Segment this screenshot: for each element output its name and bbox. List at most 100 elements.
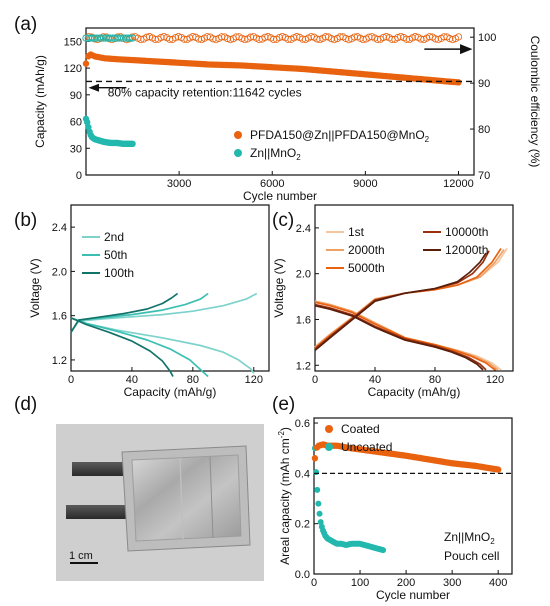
y-tick-label: 2.4 xyxy=(296,223,311,235)
curve-discharge xyxy=(314,304,484,371)
x-tick-label: 120 xyxy=(486,374,504,386)
ce-point-coated xyxy=(397,33,405,41)
legend-marker-coated xyxy=(325,425,333,433)
legend-marker-uncoated xyxy=(325,443,333,451)
x-tick-label: 400 xyxy=(489,577,507,589)
ce-point-coated xyxy=(261,33,269,41)
ce-point-coated xyxy=(157,33,165,42)
curve-discharge xyxy=(314,301,496,371)
ce-point-coated xyxy=(327,35,336,43)
annotation-line-2: Pouch cell xyxy=(444,549,499,563)
chart-c: 0 40 80 120 1.2 1.6 2.0 2.4 Capacity (mAh/g) Volt… xyxy=(272,204,514,399)
y-tick-label: 0 xyxy=(76,170,82,182)
ce-point-coated xyxy=(223,34,232,43)
pouch-cell-body xyxy=(131,454,242,542)
x-tick-label: 3000 xyxy=(167,178,191,190)
y-tick-label: 150 xyxy=(64,36,82,48)
legend-label-uncoated: Zn||MnO2 xyxy=(250,146,301,162)
x-tick-label: 80 xyxy=(429,374,441,386)
x-tick-label: 40 xyxy=(369,374,381,386)
ce-point-coated xyxy=(195,35,203,43)
ce-point-coated xyxy=(379,33,388,42)
ce-point-coated xyxy=(449,36,457,44)
capacity-point-uncoated xyxy=(83,119,91,126)
x-axis-label: Capacity (mAh/g) xyxy=(368,385,461,399)
ce-point-coated xyxy=(454,33,463,41)
ce-point-uncoated xyxy=(128,34,137,42)
y-tick-label: 90 xyxy=(70,90,82,102)
y-right-tick-label: 90 xyxy=(478,78,490,90)
capacity-point-uncoated xyxy=(129,140,136,148)
ce-point-uncoated xyxy=(126,34,134,42)
x-tick-label: 100 xyxy=(351,577,369,589)
ce-point-coated xyxy=(417,35,425,43)
x-tick-label: 9000 xyxy=(353,178,377,190)
x-tick-label: 6000 xyxy=(260,178,284,190)
legend-label: 10000th xyxy=(445,225,488,239)
panel-label-c: (c) xyxy=(272,210,294,231)
x-tick-label: 120 xyxy=(245,374,263,386)
point-uncoated xyxy=(316,510,323,517)
x-axis-label: Capacity (mAh/g) xyxy=(124,385,217,399)
y-tick-label: 1.6 xyxy=(52,311,67,323)
curve-discharge xyxy=(70,317,174,377)
x-tick-label: 12000 xyxy=(443,178,474,190)
ce-point-coated xyxy=(345,35,353,44)
x-tick-label: 0 xyxy=(311,577,317,589)
ce-point-coated xyxy=(313,35,321,43)
ce-point-coated xyxy=(431,35,439,43)
ce-point-coated xyxy=(174,33,182,41)
point-uncoated xyxy=(380,547,387,554)
y-tick-label: 0.0 xyxy=(295,569,310,581)
plot-frame xyxy=(313,417,513,575)
point-uncoated xyxy=(317,519,324,526)
legend-label: 1st xyxy=(348,225,365,239)
x-tick-label: 40 xyxy=(126,374,138,386)
curve-charge xyxy=(314,249,505,348)
right-axis-arrowhead xyxy=(460,44,473,55)
capacity-point-coated xyxy=(82,60,90,67)
panel-label-e: (e) xyxy=(272,394,295,415)
ce-point-coated xyxy=(278,33,286,41)
x-axis-label: Cycle number xyxy=(243,189,317,203)
ce-point-coated xyxy=(143,33,151,41)
legend-label: 2000th xyxy=(348,243,385,257)
ce-point-coated xyxy=(402,35,411,43)
y-tick-label: 0.2 xyxy=(295,519,310,531)
y-tick-label: 30 xyxy=(70,143,82,155)
ce-point-coated xyxy=(226,36,234,44)
y-tick-label: 1.6 xyxy=(296,314,311,326)
chart-e: 0 100 200 300 400 0.0 0.2 0.4 0.6 Cycle number Are… xyxy=(277,417,513,602)
left-axis-arrowhead xyxy=(88,83,100,92)
plot-frame xyxy=(314,204,514,372)
point-uncoated xyxy=(314,486,321,493)
legend-marker-uncoated xyxy=(234,149,242,157)
electrode-tab-bottom xyxy=(66,505,132,519)
legend-marker-coated xyxy=(234,131,242,139)
ce-point-coated xyxy=(246,33,255,41)
curve-discharge xyxy=(70,317,209,378)
point-uncoated xyxy=(315,500,322,507)
panel-label-d: (d) xyxy=(14,394,37,415)
ce-point-coated xyxy=(232,33,240,41)
point-coated xyxy=(494,466,502,473)
legend-label: 12000th xyxy=(445,243,488,257)
x-tick-label: 80 xyxy=(187,374,199,386)
plot-frame xyxy=(85,27,475,176)
ce-point-coated xyxy=(275,33,284,42)
plot-frame xyxy=(70,204,270,372)
curve-charge xyxy=(314,252,487,352)
y-tick-label: 1.2 xyxy=(296,360,311,372)
ce-point-coated xyxy=(298,35,307,43)
y-tick-label: 0.4 xyxy=(295,468,310,480)
ce-point-coated xyxy=(446,35,454,43)
legend-label: 5000th xyxy=(348,261,385,275)
pouch-crease xyxy=(179,457,184,540)
ce-point-uncoated xyxy=(124,34,132,42)
ce-point-coated xyxy=(180,35,188,43)
y-axis-label: Voltage (V) xyxy=(272,258,286,317)
point-uncoated xyxy=(313,469,320,476)
curve-discharge xyxy=(314,303,487,371)
chart-b: 0 40 80 120 1.2 1.6 2.0 2.4 Capacity (mAh/g) Volt… xyxy=(28,204,270,399)
y-tick-label: 0.6 xyxy=(295,418,310,430)
